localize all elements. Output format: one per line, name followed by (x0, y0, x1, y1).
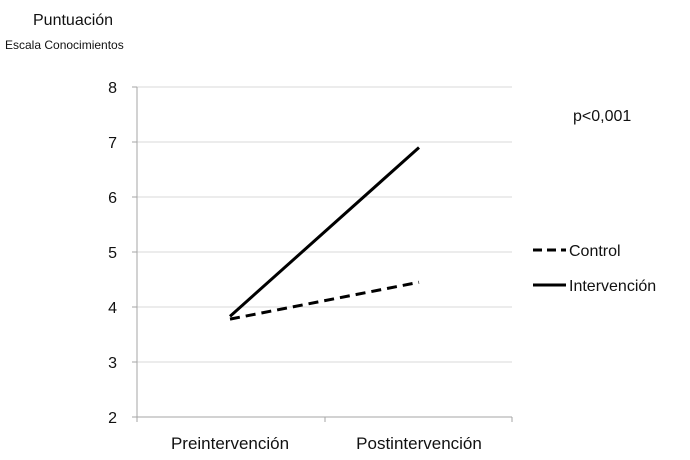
x-tick-labels: Preintervención Postintervención (171, 434, 482, 453)
grid (137, 86, 512, 363)
legend-label: Control (569, 243, 621, 260)
series-line-intervención (229, 146, 420, 318)
legend: Control Intervención (533, 243, 656, 295)
y-tick-label: 6 (108, 190, 117, 207)
y-axis-title: Puntuación (33, 12, 113, 29)
series-line-control (229, 280, 420, 321)
y-axis-subtitle: Escala Conocimientos (5, 38, 124, 52)
y-tick-label: 2 (108, 410, 117, 427)
p-value-annotation: p<0,001 (573, 108, 631, 125)
series-lines (229, 146, 420, 321)
y-tick-label: 8 (108, 80, 117, 97)
y-tick-label: 7 (108, 135, 117, 152)
y-tick-label: 3 (108, 355, 117, 372)
y-tick-label: 5 (108, 245, 117, 262)
x-tick-label: Postintervención (356, 434, 482, 453)
y-tick-label: 4 (108, 300, 117, 317)
y-tick-labels: 2 3 4 5 6 7 8 (108, 80, 117, 427)
legend-label: Intervención (569, 278, 656, 295)
x-tick-label: Preintervención (171, 434, 289, 453)
axes (132, 86, 513, 422)
